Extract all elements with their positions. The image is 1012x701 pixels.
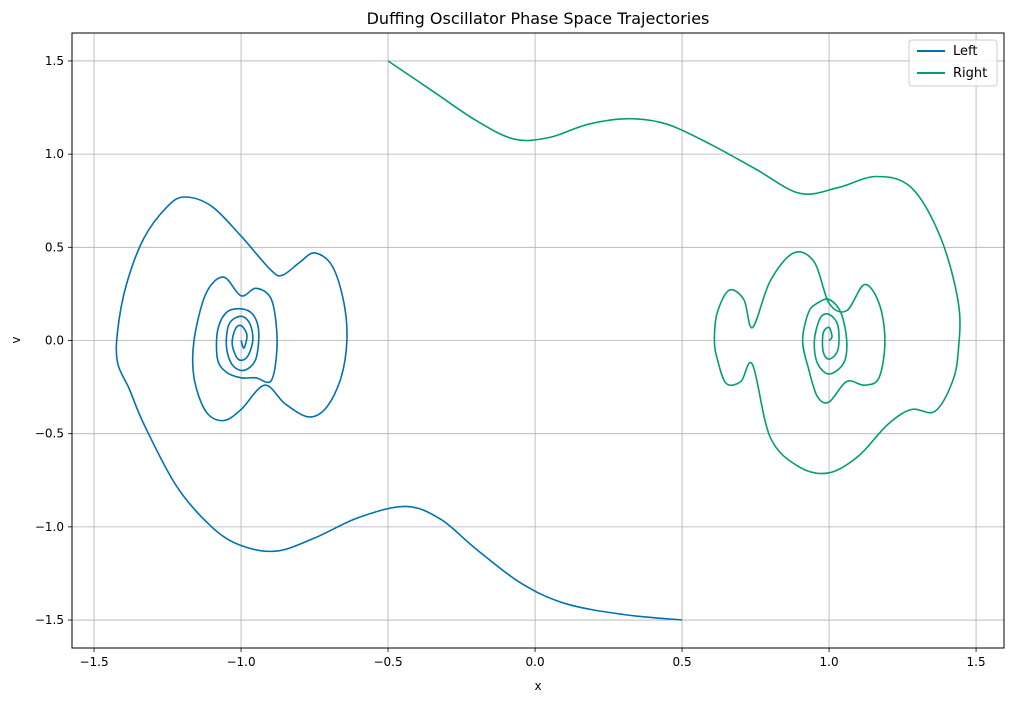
x-tick-label: 1.5 [967,655,986,669]
chart-title: Duffing Oscillator Phase Space Trajector… [367,9,710,28]
legend-label-right: Right [953,66,987,81]
y-tick-label: −0.5 [35,427,64,441]
y-tick-label: 0.0 [45,334,64,348]
grid [72,33,1004,648]
x-axis-ticks: −1.5 −1.0 −0.5 0.0 0.5 1.0 1.5 [79,648,986,669]
y-axis-ticks: −1.5 −1.0 −0.5 0.0 0.5 1.0 1.5 [35,54,72,627]
y-tick-label: −1.5 [35,613,64,627]
x-axis-label: x [534,679,541,693]
series-line-left [115,196,683,621]
series-group [115,60,961,621]
legend-label-left: Left [953,44,977,59]
x-tick-label: −0.5 [373,655,402,669]
y-tick-label: 0.5 [45,240,64,254]
x-tick-label: −1.0 [226,655,255,669]
x-tick-label: −1.5 [79,655,108,669]
y-tick-label: 1.0 [45,147,64,161]
x-tick-label: 0.5 [673,655,692,669]
y-axis-label: v [9,336,23,343]
legend: Left Right [908,39,998,87]
series-line-right [387,60,961,475]
y-tick-label: −1.0 [35,520,64,534]
y-tick-label: 1.5 [45,54,64,68]
x-tick-label: 0.0 [526,655,545,669]
x-tick-label: 1.0 [820,655,839,669]
